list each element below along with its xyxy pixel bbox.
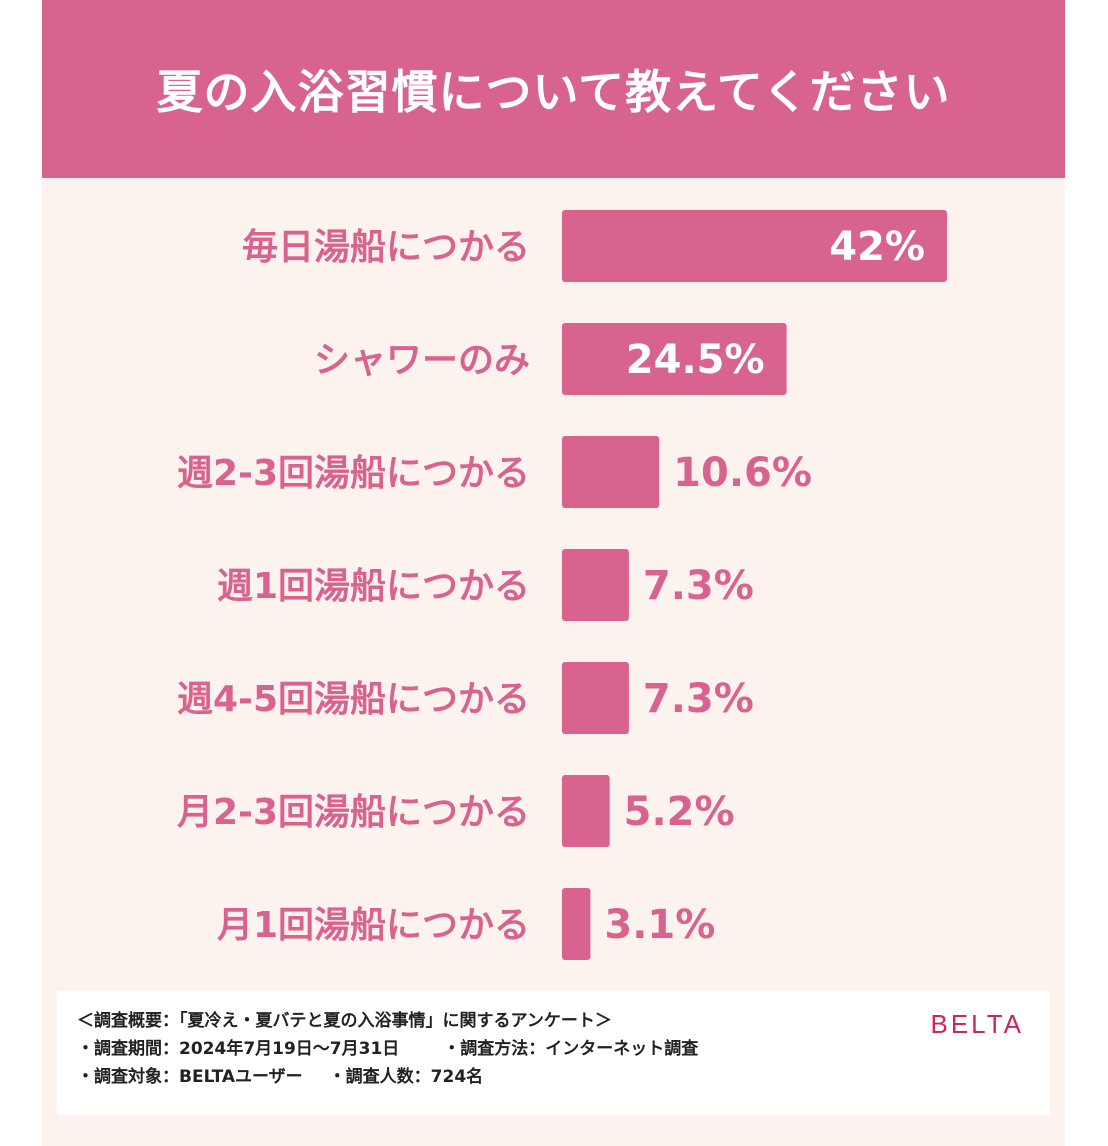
bar	[562, 662, 629, 734]
bar	[562, 210, 947, 282]
value-label: 7.3%	[643, 676, 754, 722]
value-label: 42%	[829, 224, 925, 270]
survey-summary-box: ＜調査概要：「夏冷え・夏バテと夏の入浴事情」に関するアンケート＞ ・調査期間：2…	[57, 991, 1050, 1115]
header-banner: 夏の入浴習慣について教えてください	[42, 0, 1065, 178]
category-label: 週4-5回湯船につかる	[177, 679, 530, 720]
survey-target: ・調査対象：BELTAユーザー	[77, 1067, 303, 1087]
value-label: 24.5%	[626, 337, 765, 383]
bar-chart: 毎日湯船につかる 42% シャワーのみ 24.5% 週2-3回湯船につかる 10.6% 週1…	[177, 210, 947, 960]
bar	[562, 436, 660, 508]
category-label: 毎日湯船につかる	[242, 227, 530, 268]
value-label: 7.3%	[643, 563, 754, 609]
survey-summary-title: ＜調査概要：「夏冷え・夏バテと夏の入浴事情」に関するアンケート＞	[77, 1011, 612, 1031]
category-label: 月1回湯船につかる	[217, 905, 530, 946]
category-label: 週2-3回湯船につかる	[177, 453, 530, 494]
category-label: 月2-3回湯船につかる	[177, 792, 530, 833]
chart-panel: 夏の入浴習慣について教えてください 毎日湯船につかる 42% シャワーのみ 24.5%…	[42, 0, 1065, 1146]
survey-period: ・調査期間：2024年7月19日～7月31日	[77, 1039, 400, 1059]
category-label: シャワーのみ	[314, 340, 530, 381]
bar	[562, 775, 610, 847]
category-label: 週1回湯船につかる	[217, 566, 530, 607]
bar	[562, 549, 629, 621]
value-label: 5.2%	[624, 789, 735, 835]
belta-logo: BELTA	[930, 1009, 1024, 1039]
value-label: 10.6%	[673, 450, 812, 496]
value-label: 3.1%	[604, 902, 715, 948]
bar	[562, 888, 591, 960]
bar	[562, 323, 787, 395]
survey-method: ・調査方法：インターネット調査	[443, 1039, 699, 1059]
chart-title: 夏の入浴習慣について教えてください	[156, 65, 951, 119]
survey-respondents: ・調査人数：724名	[328, 1067, 484, 1087]
